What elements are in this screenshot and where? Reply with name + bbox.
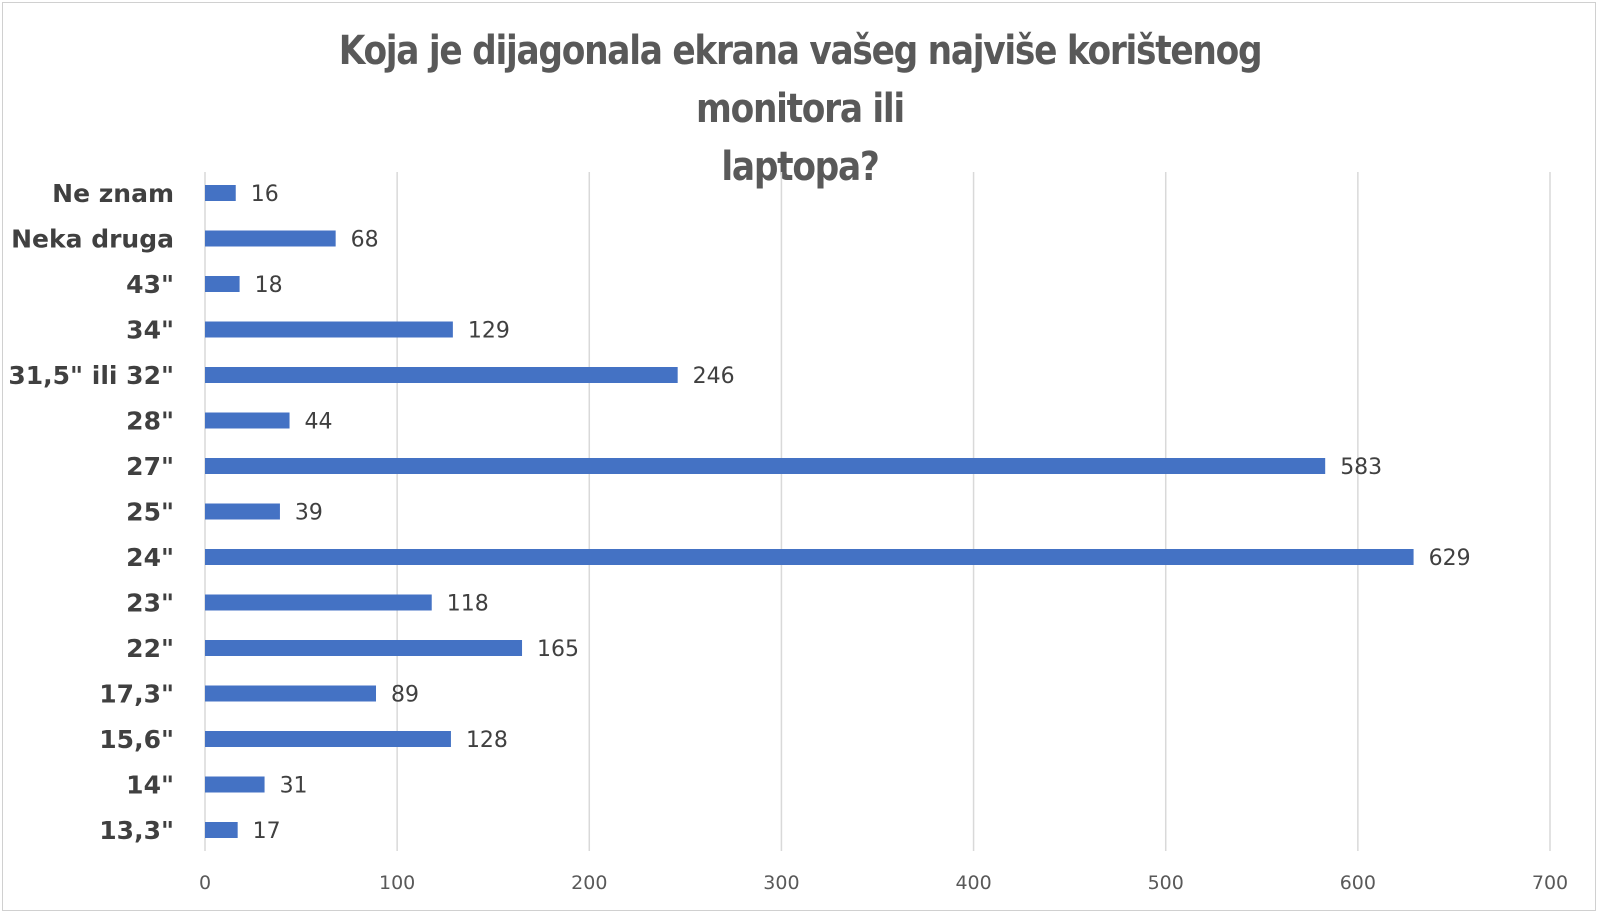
category-label: 22": [126, 634, 174, 663]
chart-title-line-2: laptopa?: [721, 144, 879, 190]
data-label: 44: [305, 410, 333, 435]
bar: [205, 321, 453, 338]
bar: [205, 230, 336, 247]
x-tick-label: 500: [1148, 872, 1184, 894]
bar: [205, 685, 377, 702]
category-label: 34": [126, 316, 174, 345]
x-tick-label: 0: [199, 872, 211, 894]
data-label: 128: [466, 728, 508, 753]
category-label: 27": [126, 452, 174, 481]
bar: [205, 367, 678, 383]
category-label: 31,5" ili 32": [8, 361, 174, 390]
bar: [205, 503, 280, 520]
bar: [205, 731, 451, 747]
bar: [205, 776, 265, 793]
chart-title-line-1: Koja je dijagonala ekrana vašeg najviše …: [338, 28, 1263, 132]
x-tick-label: 700: [1532, 872, 1568, 894]
category-label: Ne znam: [52, 179, 174, 208]
bar: [205, 412, 290, 429]
category-label: Neka druga: [11, 225, 174, 254]
bar: [205, 594, 432, 611]
x-tick-label: 300: [763, 872, 799, 894]
bars: [205, 185, 1414, 838]
chart-title: Koja je dijagonala ekrana vašeg najviše …: [284, 22, 1316, 196]
bar: [205, 458, 1326, 474]
x-axis-ticks: 0 100 200 300 400 500 600 700: [199, 872, 1568, 894]
category-labels: Ne znam Neka druga 43" 34" 31,5" ili 32" 28" 2…: [8, 179, 174, 845]
x-tick-label: 400: [955, 872, 991, 894]
bar: [205, 276, 240, 292]
category-label: 43": [126, 270, 174, 299]
bar: [205, 822, 238, 838]
category-label: 13,3": [99, 816, 174, 845]
data-label: 16: [251, 182, 279, 207]
data-label: 89: [391, 683, 419, 708]
x-tick-label: 600: [1340, 872, 1376, 894]
bar: [205, 185, 236, 201]
x-tick-label: 200: [571, 872, 607, 894]
value-labels: 16 68 18 129 246 44 583 39 629 118 165 89 128 31 17: [251, 182, 1471, 844]
category-label: 25": [126, 498, 174, 527]
category-label: 23": [126, 589, 174, 618]
data-label: 68: [351, 228, 379, 253]
category-label: 17,3": [99, 680, 174, 709]
gridlines: [204, 172, 1551, 851]
data-label: 583: [1340, 455, 1382, 480]
data-label: 129: [468, 319, 510, 344]
bar: [205, 549, 1414, 565]
data-label: 165: [537, 637, 579, 662]
data-label: 39: [295, 501, 323, 526]
category-label: 24": [126, 543, 174, 572]
bar: [205, 640, 523, 656]
data-label: 629: [1429, 546, 1471, 571]
data-label: 31: [280, 774, 308, 799]
data-label: 118: [447, 592, 489, 617]
data-label: 18: [255, 273, 283, 298]
data-label: 246: [693, 364, 735, 389]
category-label: 15,6": [99, 725, 174, 754]
x-tick-label: 100: [379, 872, 415, 894]
category-label: 28": [126, 407, 174, 436]
category-label: 14": [126, 771, 174, 800]
data-label: 17: [253, 819, 281, 844]
